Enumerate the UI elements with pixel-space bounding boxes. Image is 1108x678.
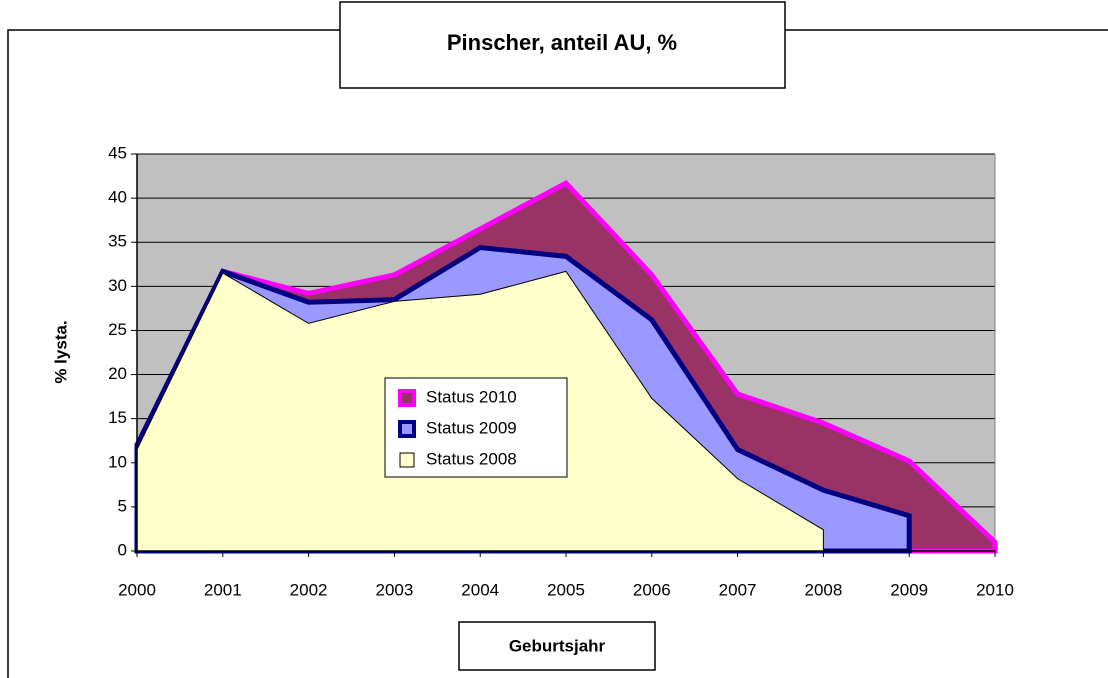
title-box bbox=[339, 1, 786, 89]
chart-title: Pinscher, anteil AU, % bbox=[447, 30, 677, 55]
x-tick-label: 2004 bbox=[461, 580, 499, 599]
y-tick-label: 10 bbox=[108, 452, 127, 471]
x-tick-label: 2005 bbox=[547, 580, 585, 599]
x-axis-label: Geburtsjahr bbox=[509, 636, 606, 655]
y-tick-label: 25 bbox=[108, 320, 127, 339]
x-tick-label: 2006 bbox=[633, 580, 671, 599]
x-tick-label: 2009 bbox=[890, 580, 928, 599]
x-tick-label: 2010 bbox=[976, 580, 1014, 599]
y-tick-label: 15 bbox=[108, 408, 127, 427]
y-tick-label: 40 bbox=[108, 188, 127, 207]
y-tick-label: 20 bbox=[108, 364, 127, 383]
legend-marker bbox=[398, 389, 416, 407]
legend-label: Status 2010 bbox=[426, 387, 517, 406]
y-tick-label: 5 bbox=[118, 496, 127, 515]
x-axis-label-box bbox=[458, 621, 656, 671]
y-tick-label: 0 bbox=[118, 540, 127, 559]
x-tick-label: 2003 bbox=[375, 580, 413, 599]
legend-label: Status 2008 bbox=[426, 449, 517, 468]
y-tick-label: 35 bbox=[108, 232, 127, 251]
x-tick-label: 2007 bbox=[719, 580, 757, 599]
legend-marker bbox=[398, 420, 416, 438]
x-tick-label: 2008 bbox=[804, 580, 842, 599]
y-tick-label: 45 bbox=[108, 143, 127, 162]
y-axis-label: % lysta. bbox=[51, 320, 70, 383]
x-tick-label: 2000 bbox=[118, 580, 156, 599]
legend-marker bbox=[399, 452, 415, 468]
x-tick-label: 2002 bbox=[290, 580, 328, 599]
legend-label: Status 2009 bbox=[426, 418, 517, 437]
x-tick-label: 2001 bbox=[204, 580, 242, 599]
y-tick-label: 30 bbox=[108, 276, 127, 295]
